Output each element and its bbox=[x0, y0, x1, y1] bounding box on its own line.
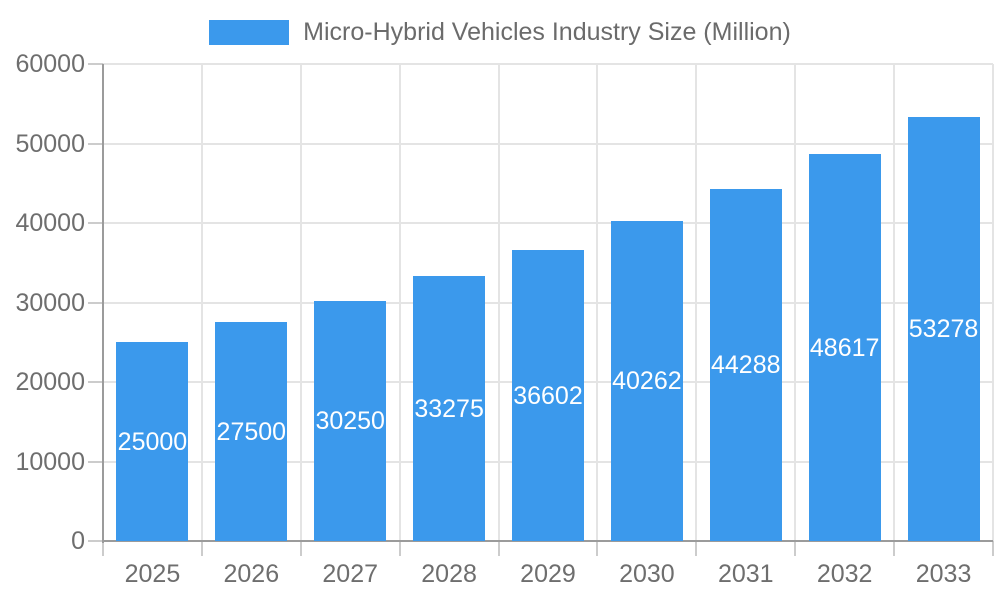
bar-value-label: 48617 bbox=[809, 333, 880, 362]
gridline-vertical bbox=[992, 64, 994, 541]
bar-value-label: 27500 bbox=[216, 417, 287, 446]
x-axis-tick bbox=[596, 541, 599, 556]
legend[interactable]: Micro-Hybrid Vehicles Industry Size (Mil… bbox=[0, 18, 1000, 46]
bar-value-label: 30250 bbox=[315, 406, 385, 435]
bar-2030[interactable] bbox=[610, 220, 683, 541]
x-axis-tick bbox=[893, 541, 896, 556]
gridline-vertical bbox=[596, 64, 599, 541]
bar-value-label: 25000 bbox=[117, 427, 188, 456]
gridline-vertical bbox=[398, 64, 401, 541]
x-axis-tick bbox=[695, 541, 698, 556]
bar-value-label: 53278 bbox=[908, 315, 979, 344]
gridline-vertical bbox=[200, 64, 203, 541]
bar-2033[interactable] bbox=[907, 117, 980, 541]
x-axis-tick bbox=[299, 541, 302, 556]
y-axis-label: 60000 bbox=[15, 50, 85, 78]
y-axis-label: 10000 bbox=[15, 447, 85, 476]
y-axis-tick bbox=[88, 63, 103, 65]
bar-2029[interactable] bbox=[512, 250, 584, 541]
bar-value-label: 36602 bbox=[513, 381, 583, 410]
x-axis-label: 2030 bbox=[619, 560, 675, 588]
x-axis-tick bbox=[992, 541, 994, 556]
bar-2025[interactable] bbox=[116, 342, 189, 541]
x-axis-label: 2031 bbox=[717, 560, 774, 588]
y-axis-tick bbox=[88, 222, 103, 224]
bar-value-label: 40262 bbox=[612, 366, 682, 395]
y-axis-tick bbox=[88, 301, 103, 304]
bar-2027[interactable] bbox=[314, 300, 387, 541]
bar-2026[interactable] bbox=[215, 322, 288, 541]
gridline-horizontal bbox=[103, 63, 993, 65]
x-axis-label: 2033 bbox=[915, 560, 972, 588]
gridline-vertical bbox=[695, 64, 698, 541]
y-axis-label: 50000 bbox=[15, 129, 85, 158]
x-axis-label: 2025 bbox=[124, 560, 181, 588]
legend-swatch bbox=[209, 19, 290, 45]
x-axis-label: 2026 bbox=[223, 560, 280, 588]
x-axis-tick bbox=[794, 541, 797, 556]
bar-2032[interactable] bbox=[808, 154, 881, 541]
x-axis-tick bbox=[398, 541, 401, 556]
gridline-horizontal bbox=[103, 222, 993, 224]
x-axis-label: 2027 bbox=[322, 560, 379, 588]
x-axis-tick bbox=[102, 541, 104, 556]
x-axis-label: 2028 bbox=[421, 560, 477, 588]
bar-2031[interactable] bbox=[709, 188, 782, 541]
x-axis-tick bbox=[497, 541, 500, 556]
x-axis-line bbox=[103, 540, 993, 542]
gridline-vertical bbox=[299, 64, 302, 541]
y-axis-label: 20000 bbox=[15, 368, 85, 396]
gridline-vertical bbox=[497, 64, 500, 541]
y-axis-tick bbox=[88, 460, 103, 463]
legend-label: Micro-Hybrid Vehicles Industry Size (Mil… bbox=[303, 18, 791, 46]
gridline-vertical bbox=[794, 64, 797, 541]
bar-2028[interactable] bbox=[413, 276, 486, 541]
y-axis-line bbox=[102, 64, 104, 543]
y-axis-tick bbox=[88, 540, 103, 542]
bar-value-label: 44288 bbox=[711, 350, 781, 379]
y-axis-label: 30000 bbox=[15, 288, 85, 317]
y-axis-label: 0 bbox=[71, 527, 85, 555]
y-axis-tick bbox=[88, 381, 103, 383]
y-axis-tick bbox=[88, 142, 103, 145]
x-axis-label: 2032 bbox=[816, 560, 873, 588]
gridline-vertical bbox=[893, 64, 896, 541]
x-axis-tick bbox=[200, 541, 203, 556]
y-axis-label: 40000 bbox=[15, 209, 85, 237]
x-axis-label: 2029 bbox=[520, 560, 576, 588]
bar-value-label: 33275 bbox=[414, 394, 484, 423]
gridline-horizontal bbox=[103, 142, 993, 145]
